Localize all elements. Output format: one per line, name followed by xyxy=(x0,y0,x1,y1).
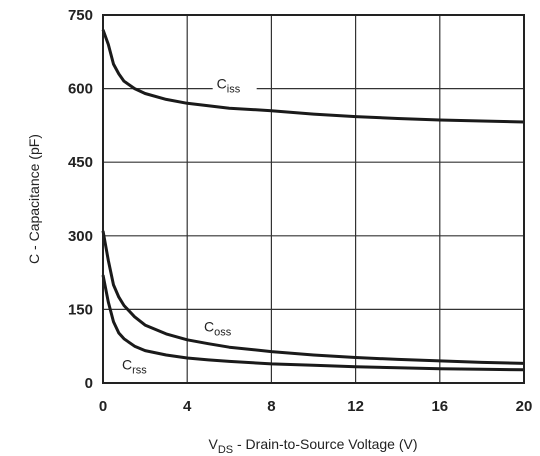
y-tick-label: 600 xyxy=(68,81,93,98)
x-tick-label: 8 xyxy=(267,398,275,415)
y-tick-label: 750 xyxy=(68,7,93,24)
x-tick-label: 20 xyxy=(516,398,533,415)
x-tick-label: 4 xyxy=(183,398,192,415)
x-tick-label: 0 xyxy=(99,398,107,415)
series-label-sub: iss xyxy=(227,84,241,96)
x-axis-title-rest: - Drain-to-Source Voltage (V) xyxy=(233,436,417,452)
x-tick-labels: 0 4 8 12 16 20 xyxy=(99,398,533,415)
y-tick-label: 300 xyxy=(68,228,93,245)
series-label-sub: oss xyxy=(214,326,232,338)
series-label-ciss: Ciss xyxy=(217,76,241,96)
series-label-main: C xyxy=(217,76,227,92)
y-tick-label: 450 xyxy=(68,154,93,171)
y-axis-title: C - Capacitance (pF) xyxy=(26,134,42,264)
series-label-crss: Crss xyxy=(122,356,147,376)
y-tick-label: 0 xyxy=(85,375,93,392)
x-axis-title-main: V xyxy=(208,436,218,452)
series-label-coss: Coss xyxy=(204,318,232,338)
series-label-sub: rss xyxy=(132,364,147,376)
series-line-ciss xyxy=(101,29,525,124)
x-axis-title-sub: DS xyxy=(218,444,233,456)
y-tick-label: 150 xyxy=(68,301,93,318)
y-tick-labels: 0 150 300 450 600 750 xyxy=(68,7,93,392)
series-curves xyxy=(101,29,525,372)
x-tick-label: 16 xyxy=(431,398,448,415)
series-label-main: C xyxy=(204,318,214,334)
x-tick-label: 12 xyxy=(347,398,364,415)
series-line-coss xyxy=(101,230,525,365)
grid-lines xyxy=(103,15,524,383)
series-label-main: C xyxy=(122,356,132,372)
series-line-crss xyxy=(101,274,525,372)
plot-frame xyxy=(102,14,525,384)
annotation-backdrop xyxy=(212,75,257,96)
x-axis-title: VDS - Drain-to-Source Voltage (V) xyxy=(208,436,417,456)
